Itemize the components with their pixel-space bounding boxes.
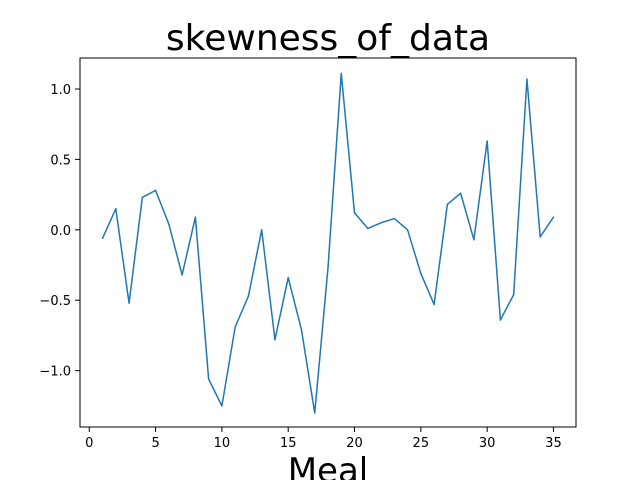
x-tick-label: 5 <box>151 436 159 451</box>
data-point <box>367 227 369 230</box>
y-tick-label: −0.5 <box>39 294 71 309</box>
data-point <box>141 196 144 199</box>
data-point <box>499 319 502 321</box>
data-point <box>353 212 356 214</box>
data-point <box>260 229 263 231</box>
y-tick-label: 1.0 <box>50 83 71 98</box>
data-point <box>393 217 396 220</box>
data-point <box>486 140 488 142</box>
x-tick-label: 25 <box>413 436 430 451</box>
data-point <box>526 78 528 80</box>
x-tick-label: 20 <box>346 436 363 451</box>
data-point <box>168 223 170 225</box>
data-point <box>420 272 422 275</box>
data-point <box>274 338 276 341</box>
data-point <box>473 238 475 241</box>
x-tick-label: 0 <box>85 436 93 451</box>
plot-area <box>79 57 577 428</box>
series-layer <box>101 72 555 414</box>
data-point <box>552 216 555 218</box>
data-point <box>181 274 183 276</box>
data-point <box>433 303 435 306</box>
x-tick-label: 10 <box>214 436 231 451</box>
y-tick-label: 0.5 <box>50 153 71 168</box>
x-axis: 0 5 10 15 20 25 30 35 <box>85 427 562 451</box>
y-tick-label: 0.0 <box>50 224 71 239</box>
y-tick-label: −1.0 <box>39 365 71 380</box>
data-point <box>327 267 329 269</box>
data-point <box>300 329 303 331</box>
data-point <box>512 293 515 296</box>
data-point <box>539 236 541 238</box>
data-point <box>234 326 236 328</box>
data-point <box>154 189 157 192</box>
data-point <box>446 203 449 206</box>
data-point <box>115 207 117 210</box>
data-point <box>207 378 210 380</box>
y-axis: −1.0 −0.5 0.0 0.5 1.0 <box>39 83 80 380</box>
data-point <box>128 302 130 304</box>
x-tick-label: 15 <box>280 436 297 451</box>
data-point <box>221 405 223 407</box>
x-tick-label: 30 <box>479 436 496 451</box>
data-point <box>380 222 382 224</box>
data-point <box>101 237 104 240</box>
x-tick-label: 35 <box>545 436 562 451</box>
data-point <box>287 276 289 279</box>
chart-title: skewness_of_data <box>166 18 490 59</box>
data-point <box>406 229 409 231</box>
data-point <box>313 412 316 414</box>
x-axis-label: Meal <box>288 451 369 480</box>
data-point <box>459 192 462 194</box>
data-point <box>194 216 197 218</box>
data-point <box>247 295 250 297</box>
series-line <box>101 72 555 414</box>
data-point <box>340 72 343 75</box>
